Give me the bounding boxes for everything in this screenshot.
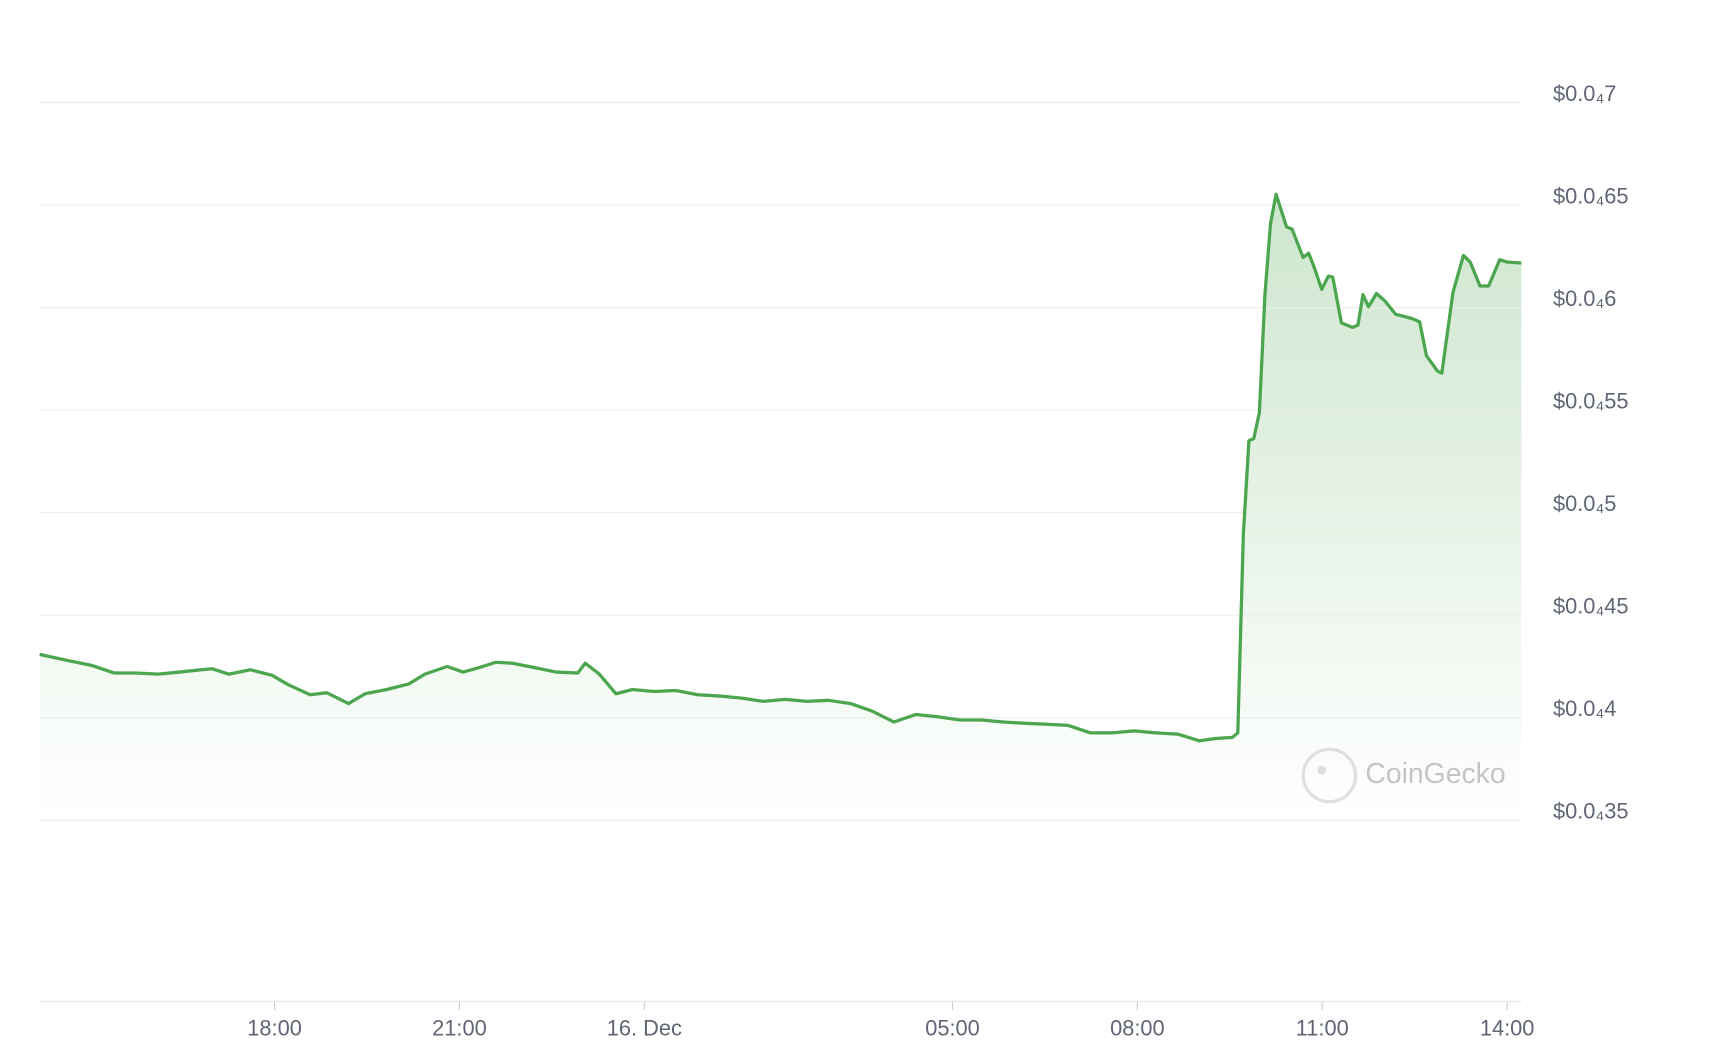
x-tick-label: 21:00 (432, 1015, 487, 1040)
x-tick-label: 08:00 (1110, 1015, 1165, 1040)
watermark-logo (1301, 747, 1358, 804)
price-line (39, 192, 1522, 743)
x-tick-label: 16. Dec (607, 1015, 682, 1040)
x-tick-label: 05:00 (925, 1015, 980, 1040)
watermark: CoinGecko (1365, 758, 1505, 790)
y-tick-label: $0.0₄65 (1553, 183, 1629, 208)
y-tick-label: $0.0₄35 (1553, 798, 1629, 823)
x-tick-label: 11:00 (1296, 1015, 1349, 1040)
y-tick-label: $0.0₄45 (1553, 593, 1629, 618)
y-tick-label: $0.0₄4 (1553, 696, 1616, 721)
y-tick-label: $0.0₄7 (1553, 81, 1616, 106)
y-tick-label: $0.0₄6 (1553, 286, 1616, 311)
price-area (39, 194, 1522, 821)
y-tick-label: $0.0₄5 (1553, 491, 1616, 516)
x-tick-label: 18:00 (247, 1015, 302, 1040)
y-tick-label: $0.0₄55 (1553, 388, 1629, 413)
x-tick-label: 14:00 (1480, 1015, 1535, 1040)
